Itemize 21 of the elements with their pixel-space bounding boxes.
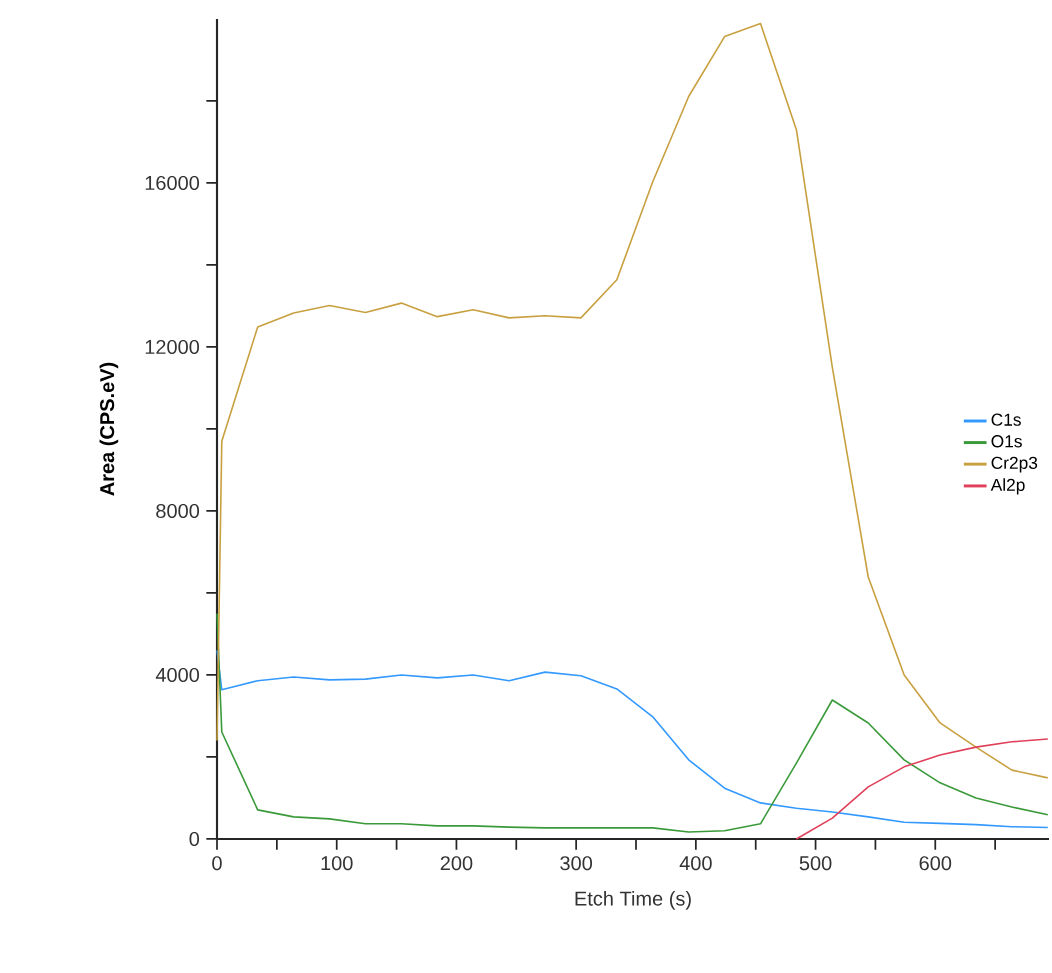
legend-label: Cr2p3 [991, 456, 1038, 473]
y-tick-label: 16000 [145, 175, 200, 191]
x-tick-label: 500 [799, 856, 832, 871]
y-tick-label: 0 [189, 831, 200, 847]
x-tick-label: 200 [440, 856, 473, 871]
y-tick-label: 4000 [155, 667, 200, 683]
y-axis-title: Area (CPS.eV) [99, 362, 119, 496]
x-tick-label: 600 [919, 856, 952, 871]
line-series [795, 738, 1049, 840]
line-series [216, 22, 1049, 779]
x-tick-label: 100 [321, 856, 353, 871]
legend-label: O1s [991, 435, 1022, 448]
x-tick-label: 0 [212, 856, 222, 871]
y-tick-label: 8000 [156, 503, 200, 519]
y-tick-label: 12000 [145, 339, 200, 355]
x-tick-label: 300 [560, 856, 593, 871]
legend-label: Al2p [990, 478, 1025, 495]
line-series [216, 649, 1049, 829]
x-axis-title: Etch Time (s) [575, 891, 691, 910]
x-tick-label: 400 [679, 856, 712, 871]
legend-label: C1s [991, 413, 1021, 426]
